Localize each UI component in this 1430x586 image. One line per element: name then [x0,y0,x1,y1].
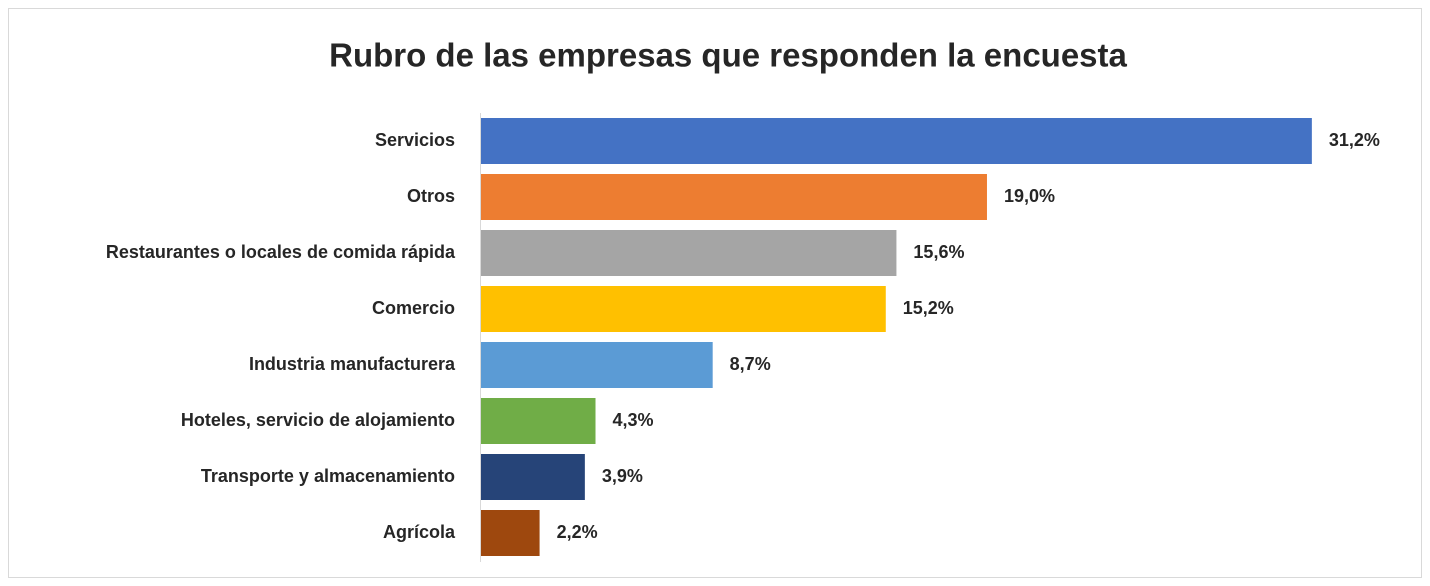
data-label: 8,7% [730,354,771,374]
data-label: 19,0% [1004,186,1055,206]
bar [481,454,585,500]
data-label: 3,9% [602,466,643,486]
category-label: Otros [407,186,455,206]
data-label: 4,3% [613,410,654,430]
bar [481,230,897,276]
bar [481,398,596,444]
category-label: Restaurantes o locales de comida rápida [106,242,456,262]
data-label: 15,6% [913,242,964,262]
category-label: Industria manufacturera [249,354,456,374]
bar [481,118,1312,164]
chart-title: Rubro de las empresas que responden la e… [329,37,1127,74]
bar [481,174,987,220]
data-label: 2,2% [557,522,598,542]
data-label: 15,2% [903,298,954,318]
category-label: Agrícola [383,522,456,542]
bar [481,510,540,556]
category-label: Transporte y almacenamiento [201,466,455,486]
bar [481,342,713,388]
category-label: Hoteles, servicio de alojamiento [181,410,455,430]
bar [481,286,886,332]
category-label: Comercio [372,298,455,318]
category-label: Servicios [375,130,455,150]
data-label: 31,2% [1329,130,1380,150]
